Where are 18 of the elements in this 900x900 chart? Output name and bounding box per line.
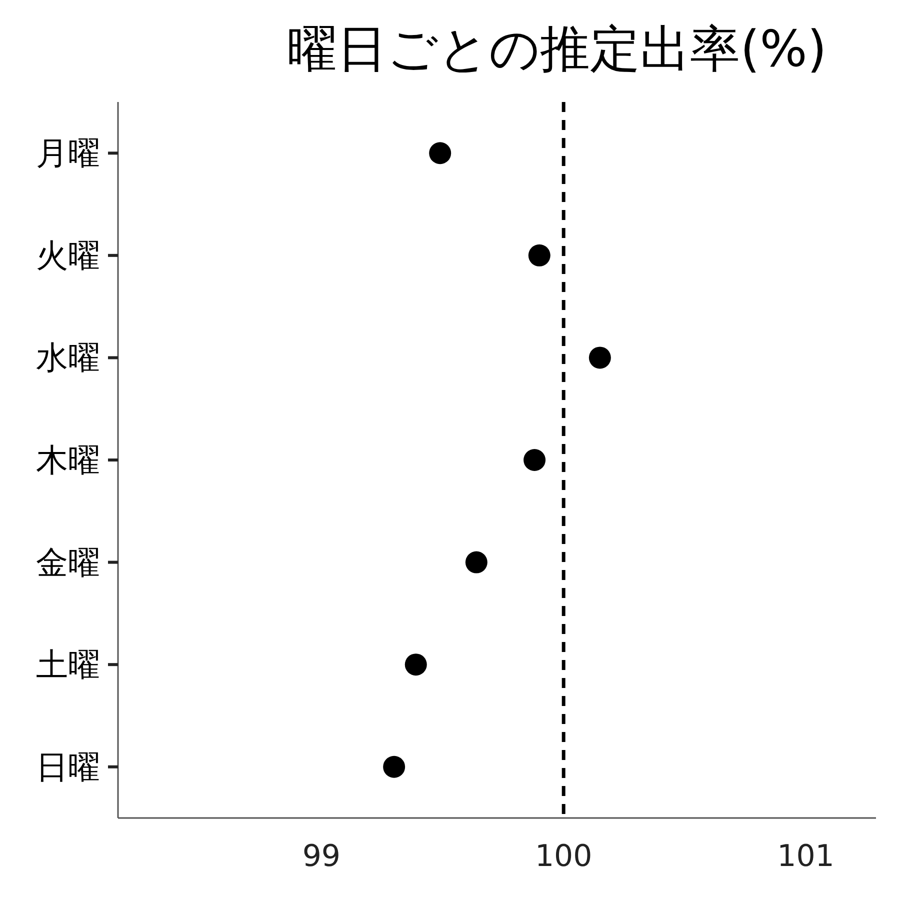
x-tick-label: 101	[777, 839, 834, 874]
point	[429, 142, 452, 164]
point	[588, 346, 611, 369]
y-tick-label: 月曜	[36, 134, 100, 172]
chart-title: 曜日ごとの推定出率(%)	[287, 20, 827, 78]
y-tick-label: 土曜	[36, 646, 100, 684]
y-tick-label: 火曜	[36, 236, 100, 274]
point	[383, 756, 406, 778]
y-tick-label: 金曜	[36, 543, 100, 582]
y-tick-label: 日曜	[36, 748, 100, 786]
x-tick-label: 100	[534, 839, 592, 874]
point	[465, 551, 488, 574]
point	[528, 244, 550, 266]
y-tick-label: 木曜	[36, 441, 100, 479]
point	[524, 449, 546, 471]
y-tick-label: 水曜	[36, 338, 100, 377]
point	[404, 654, 427, 676]
x-tick-label: 99	[302, 839, 341, 874]
